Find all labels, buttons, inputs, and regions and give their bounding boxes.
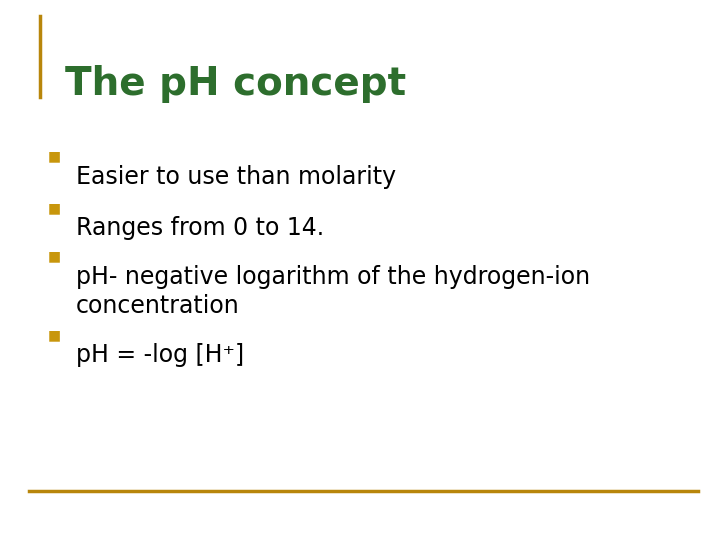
Text: ■: ■: [48, 249, 60, 264]
Text: ■: ■: [48, 328, 60, 342]
Text: The pH concept: The pH concept: [65, 65, 406, 103]
Text: ■: ■: [48, 150, 60, 164]
Text: Easier to use than molarity: Easier to use than molarity: [76, 165, 396, 188]
Text: pH- negative logarithm of the hydrogen-ion
concentration: pH- negative logarithm of the hydrogen-i…: [76, 265, 590, 318]
Text: Ranges from 0 to 14.: Ranges from 0 to 14.: [76, 216, 324, 240]
Text: ■: ■: [48, 201, 60, 215]
Text: pH = -log [H⁺]: pH = -log [H⁺]: [76, 343, 244, 367]
